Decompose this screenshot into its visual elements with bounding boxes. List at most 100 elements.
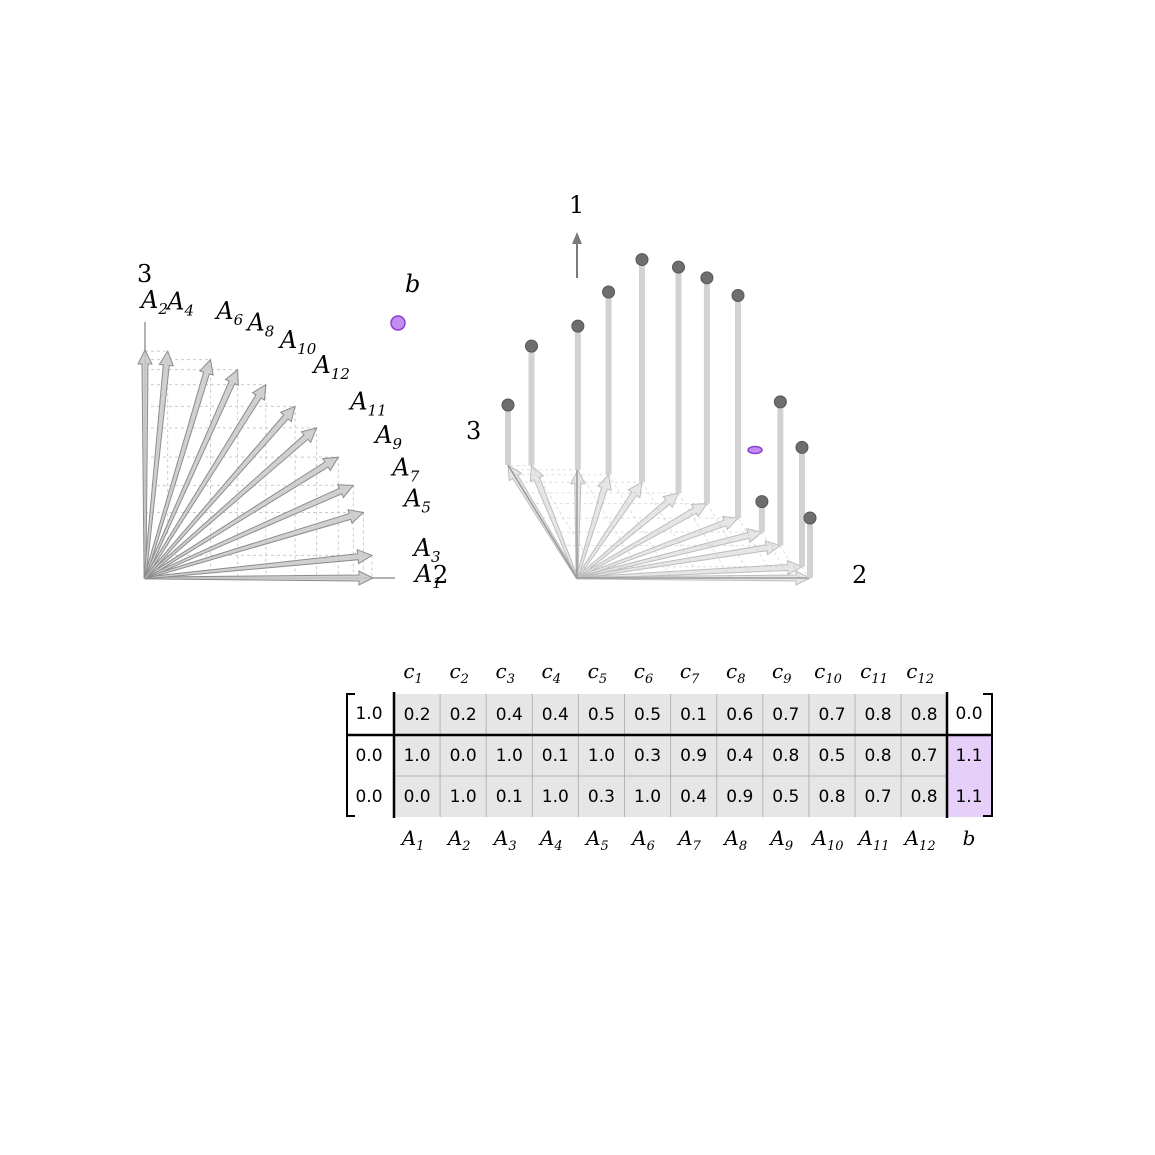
matrix-cell: 0.0 (450, 746, 477, 766)
left-vector-labels: A1 A2 A3 A4 A5 A6 A7 A8 A9 A10 A11 A12 (139, 286, 442, 592)
lead-cell-0: 1.0 (355, 704, 382, 724)
column-footer-A11: A11 (857, 826, 890, 854)
floor-vector-A11 (575, 503, 708, 580)
sphere-A10 (635, 253, 649, 267)
matrix-header-row: c1 c2 c3 c4 c5 c6 c7 c8 c9 c10 c11 c12 (403, 659, 934, 687)
matrix-cell: 0.9 (680, 746, 707, 766)
matrix-cell: 1.0 (588, 746, 615, 766)
floor-vector-A8 (575, 473, 612, 579)
right-bracket (983, 693, 993, 817)
b-highlight (947, 735, 992, 817)
matrix-cell: 0.7 (864, 787, 891, 807)
matrix-cell: 0.1 (542, 746, 569, 766)
left-vectors (137, 348, 375, 586)
vector-A11 (143, 427, 318, 580)
matrix-cell: 0.7 (818, 705, 845, 725)
matrix-cell: 0.1 (680, 705, 707, 725)
floor-guide (641, 481, 701, 579)
column-footer-A4: A4 (538, 826, 563, 854)
left-axis-label-3: 3 (137, 260, 152, 288)
column-footer-A1: A1 (400, 826, 425, 854)
matrix-cell: 0.8 (864, 746, 891, 766)
matrix-cell: 0.7 (911, 746, 938, 766)
vector-A5 (144, 509, 365, 580)
column-footer-A10: A10 (811, 826, 844, 854)
right-axis-label-2: 2 (852, 561, 867, 589)
vector-A6 (143, 358, 214, 579)
matrix-cell: 0.4 (726, 746, 753, 766)
matrix-cell: 1.0 (542, 787, 569, 807)
sphere-A1 (803, 511, 817, 525)
matrix-cell: 0.9 (726, 787, 753, 807)
left-axis-label-2: 2 (433, 561, 448, 589)
vector-A3 (144, 548, 374, 580)
footer-b: b (963, 826, 976, 850)
matrix-cell: 0.6 (726, 705, 753, 725)
column-header-c8: c8 (726, 659, 745, 687)
matrix-cell: 0.0 (404, 787, 431, 807)
matrix-cell: 0.7 (772, 705, 799, 725)
column-footer-A12: A12 (903, 826, 936, 854)
point-b-3d (747, 445, 763, 455)
matrix-cell: 0.3 (634, 746, 661, 766)
right-axis-label-3: 3 (466, 417, 481, 445)
matrix-cell: 0.2 (450, 705, 477, 725)
floor-vector-A4 (529, 464, 579, 579)
matrix-cell: 0.8 (772, 746, 799, 766)
matrix-cell: 0.8 (864, 705, 891, 725)
column-footer-A2: A2 (446, 826, 471, 854)
column-header-c3: c3 (496, 659, 515, 687)
point-b (390, 315, 406, 331)
floor-guide (801, 566, 810, 579)
vector-label-A7: A7 (390, 454, 419, 486)
floor-vector-A7 (576, 528, 763, 580)
column-footer-A9: A9 (768, 826, 793, 854)
vector-label-A1: A1 (413, 560, 442, 592)
vector-A9 (143, 456, 340, 580)
vector-label-A10: A10 (278, 326, 317, 358)
column-header-c7: c7 (680, 659, 700, 687)
vector-label-A12: A12 (312, 351, 350, 383)
sphere-A8 (602, 285, 616, 299)
matrix-cell: 0.1 (496, 787, 523, 807)
b-cell-1: 1.1 (955, 746, 982, 766)
vector-A7 (143, 484, 355, 580)
matrix-cell: 0.5 (588, 705, 615, 725)
floor-vector-A12 (575, 492, 680, 580)
left-bracket (346, 693, 355, 817)
sphere-A7 (755, 495, 769, 509)
matrix-cell: 0.8 (818, 787, 845, 807)
sphere-A9 (731, 289, 745, 303)
column-footer-A5: A5 (584, 826, 609, 854)
sphere-A11 (700, 271, 714, 285)
point-b-label: b (405, 270, 420, 298)
sphere-A5 (773, 395, 787, 409)
vector-A10 (143, 383, 267, 580)
sphere-A6 (571, 319, 585, 333)
matrix-cell: 0.5 (634, 705, 661, 725)
sphere-A2 (501, 398, 515, 412)
sphere-A3 (795, 440, 809, 454)
column-footer-A8: A8 (722, 826, 747, 854)
matrix-cell: 0.3 (588, 787, 615, 807)
column-footer-A3: A3 (492, 826, 517, 854)
matrix-cell: 0.5 (818, 746, 845, 766)
right-axis-3 (507, 464, 578, 579)
column-footer-A7: A7 (676, 826, 701, 854)
column-header-c1: c1 (403, 659, 422, 687)
floor-guide (608, 474, 673, 579)
b-cell-2: 1.1 (955, 787, 982, 807)
sphere-A4 (525, 339, 539, 353)
sphere-A12 (672, 260, 686, 274)
column-header-c4: c4 (542, 659, 561, 687)
vector-A12 (143, 405, 296, 580)
matrix-footer-row: A1 A2 A3 A4 A5 A6 A7 A8 A9 A10 A11 A12 (400, 826, 936, 854)
matrix-cell: 1.0 (496, 746, 523, 766)
matrix-cell: 0.8 (911, 705, 938, 725)
column-header-c6: c6 (634, 659, 653, 687)
vector-A8 (143, 368, 239, 580)
matrix-cell: 0.4 (680, 787, 707, 807)
matrix-cell: 0.4 (542, 705, 569, 725)
column-footer-A6: A6 (630, 826, 655, 854)
b-cell-0: 0.0 (955, 704, 982, 724)
